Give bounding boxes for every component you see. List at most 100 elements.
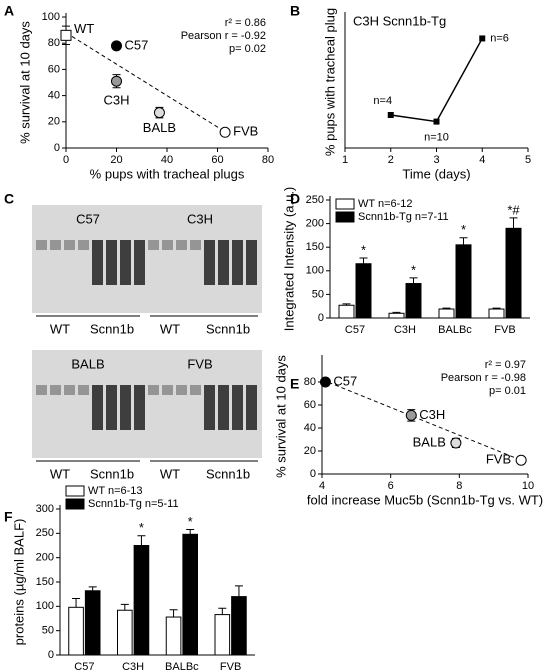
point-label: n=4 bbox=[373, 95, 392, 107]
x-tick-label: 3 bbox=[433, 154, 439, 166]
x-tick-label: 4 bbox=[319, 480, 325, 492]
point bbox=[219, 126, 231, 138]
y-tick-label: 150 bbox=[306, 241, 324, 253]
blot-band bbox=[148, 240, 159, 250]
panel-label: B bbox=[290, 3, 300, 19]
panel-label: A bbox=[4, 3, 14, 19]
blot-band bbox=[162, 240, 173, 250]
point-label: WT bbox=[74, 21, 94, 36]
y-tick-label: 0 bbox=[48, 649, 54, 661]
y-axis-label: % pups with tracheal plug bbox=[322, 8, 337, 156]
annotation: r² = 0.86 bbox=[225, 17, 266, 29]
bar bbox=[438, 308, 455, 319]
point-label: FVB bbox=[233, 124, 258, 139]
blot-band bbox=[134, 240, 145, 285]
y-tick-label: 100 bbox=[42, 11, 60, 23]
y-tick-label: 50 bbox=[42, 625, 54, 637]
y-tick-label: 40 bbox=[48, 90, 60, 102]
legend-label: WT n=6-13 bbox=[88, 485, 143, 497]
significance-label: *# bbox=[507, 202, 520, 217]
bar bbox=[133, 545, 150, 656]
point-label: BALB bbox=[143, 120, 176, 135]
blot-label: Scnn1b bbox=[90, 321, 134, 336]
y-axis-label: Integrated Intensity (a.u.) bbox=[281, 187, 296, 332]
x-tick-label: 10 bbox=[522, 480, 534, 492]
point-label: C57 bbox=[333, 373, 357, 388]
blot-band bbox=[106, 385, 117, 430]
annotation: p= 0.01 bbox=[489, 385, 526, 397]
blot-band bbox=[50, 385, 61, 395]
annotation: p= 0.02 bbox=[229, 43, 266, 55]
y-axis-label: % survival at 10 days bbox=[273, 355, 288, 478]
blot-band bbox=[204, 240, 215, 285]
legend-swatch bbox=[335, 198, 355, 210]
x-tick-label: 2 bbox=[388, 154, 394, 166]
y-axis-label: proteins (µg/ml BALF) bbox=[11, 519, 26, 646]
error-bar bbox=[137, 535, 146, 546]
panel-label: D bbox=[290, 191, 300, 207]
y-tick-label: 60 bbox=[304, 399, 316, 411]
blot-band bbox=[92, 385, 103, 430]
blot-label: FVB bbox=[187, 356, 212, 371]
point bbox=[433, 118, 440, 125]
chart-title: C3H Scnn1b-Tg bbox=[353, 13, 446, 28]
blot-band bbox=[218, 385, 229, 430]
point bbox=[515, 454, 527, 466]
legend-label: Scnn1b-Tg n=5-11 bbox=[88, 498, 179, 510]
x-tick-label: C57 bbox=[74, 661, 94, 671]
point bbox=[111, 75, 122, 87]
blot-band bbox=[148, 385, 159, 395]
blot-band bbox=[246, 385, 257, 430]
error-bar bbox=[186, 528, 195, 535]
x-tick-label: C57 bbox=[345, 324, 365, 336]
point bbox=[479, 35, 486, 42]
y-tick-label: 50 bbox=[312, 288, 324, 300]
point-label: C3H bbox=[419, 407, 445, 422]
blot-band bbox=[50, 240, 61, 250]
blot-band bbox=[232, 240, 243, 285]
point bbox=[387, 112, 394, 118]
blot-band bbox=[190, 240, 201, 250]
error-bar bbox=[88, 586, 97, 591]
y-axis-label: % survival at 10 days bbox=[17, 21, 32, 144]
blot-label: Scnn1b bbox=[206, 321, 250, 336]
blot-label: Scnn1b bbox=[90, 466, 134, 481]
blot-band bbox=[232, 385, 243, 430]
point bbox=[111, 40, 122, 52]
y-tick-label: 20 bbox=[48, 116, 60, 128]
y-tick-label: 80 bbox=[304, 376, 316, 388]
significance-label: * bbox=[411, 262, 416, 277]
legend-swatch bbox=[65, 485, 85, 497]
x-axis-label: Time (days) bbox=[402, 166, 470, 181]
blot-band bbox=[120, 240, 131, 285]
bar bbox=[182, 533, 198, 656]
x-tick-label: 8 bbox=[456, 480, 462, 492]
y-tick-label: 100 bbox=[306, 265, 324, 277]
point-label: n=6 bbox=[490, 32, 509, 44]
point-label: n=10 bbox=[424, 132, 449, 144]
bar bbox=[488, 308, 505, 319]
x-tick-label: BALBc bbox=[165, 661, 199, 671]
bar bbox=[231, 596, 247, 656]
point bbox=[153, 107, 165, 119]
bar bbox=[117, 609, 133, 656]
blot-band bbox=[36, 240, 47, 250]
bar bbox=[455, 244, 472, 319]
annotation: r² = 0.97 bbox=[485, 359, 526, 371]
blot-band bbox=[176, 240, 187, 250]
y-tick-label: 20 bbox=[304, 445, 316, 457]
point-label: FVB bbox=[486, 452, 511, 467]
y-tick-label: 150 bbox=[36, 576, 54, 588]
bar bbox=[388, 312, 405, 319]
blot-band bbox=[106, 240, 117, 285]
bar bbox=[338, 304, 355, 319]
blot-band bbox=[78, 385, 89, 395]
error-bar bbox=[72, 598, 81, 608]
y-tick-label: 250 bbox=[306, 194, 324, 206]
point-label: BALB bbox=[413, 434, 446, 449]
error-bar bbox=[120, 603, 129, 611]
x-tick-label: 1 bbox=[342, 154, 348, 166]
trend-line bbox=[65, 32, 231, 136]
blot-label: C3H bbox=[187, 211, 213, 226]
